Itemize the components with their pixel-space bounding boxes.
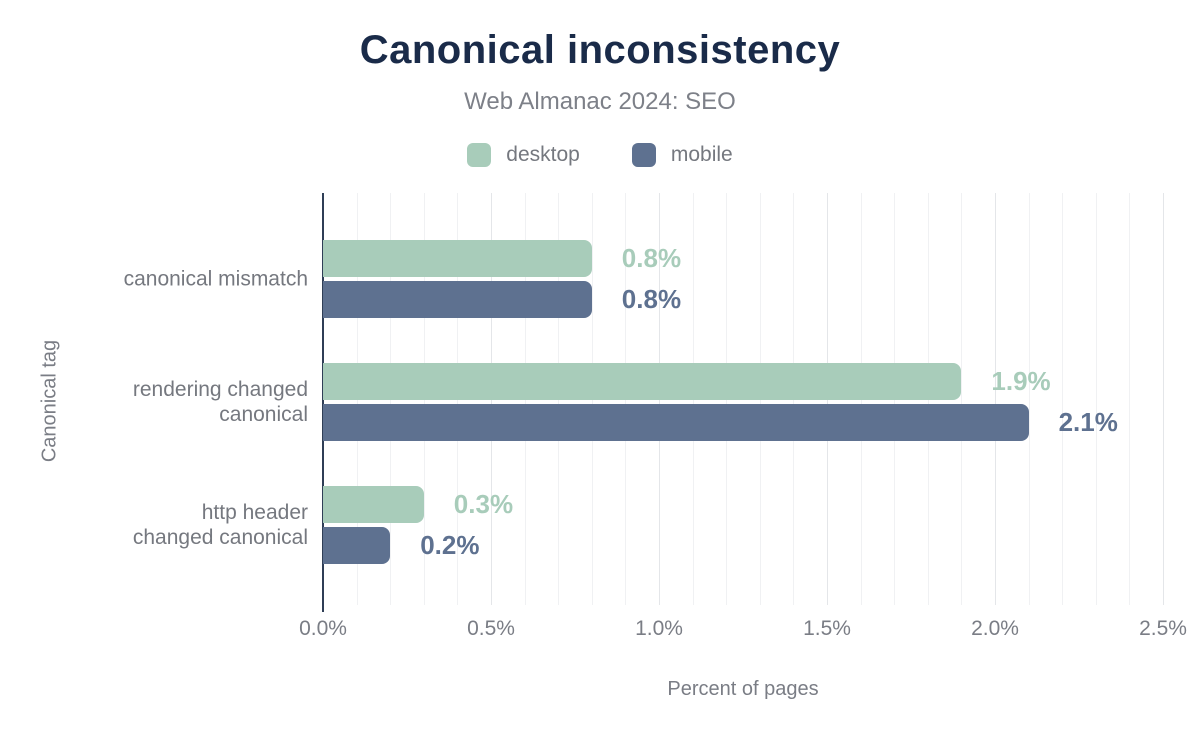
bar-value-label: 0.8%	[621, 243, 682, 273]
legend: desktop mobile	[0, 143, 1200, 167]
mobile-swatch-icon	[631, 143, 656, 167]
bar-mobile-1[interactable]	[323, 280, 592, 318]
x-tick-label: 2.0%	[971, 617, 1019, 640]
y-axis-title: Canonical tag	[38, 339, 61, 463]
gridline	[1129, 193, 1131, 605]
legend-item-mobile[interactable]: mobile	[631, 143, 733, 167]
x-tick-label: 1.0%	[635, 617, 683, 640]
bar-value-label: 2.1%	[1058, 407, 1118, 437]
bar-value-label: 0.3%	[453, 489, 514, 519]
chart-subtitle: Web Almanac 2024: SEO	[464, 88, 736, 115]
bar-value-label: 1.9%	[991, 366, 1051, 396]
y-axis-line	[322, 193, 324, 612]
x-tick-label: 1.5%	[803, 617, 851, 640]
bar-mobile-2[interactable]	[323, 403, 1029, 441]
desktop-swatch-icon	[467, 143, 492, 167]
bar-value-label: 0.8%	[621, 284, 682, 314]
gridline	[995, 193, 996, 605]
x-tick-label: 0.0%	[299, 617, 347, 640]
bar-desktop-2[interactable]	[323, 362, 962, 400]
x-axis-title: Percent of pages	[667, 678, 819, 700]
gridline	[1062, 193, 1064, 605]
x-tick-label: 0.5%	[467, 617, 515, 640]
legend-item-desktop[interactable]: desktop	[467, 143, 580, 167]
category-label: http header changed canonical	[132, 500, 308, 549]
gridline	[1028, 193, 1030, 605]
x-axis-ticks: 0.0% 0.5% 1.0% 1.5% 2.0% 2.5%	[299, 617, 1187, 645]
legend-label-mobile: mobile	[670, 143, 733, 166]
category-label: rendering changed canonical	[132, 377, 308, 426]
plot-area: canonical mismatch 0.8% 0.8% rendering chan…	[124, 193, 1164, 612]
gridline	[961, 193, 963, 605]
bar-mobile-3[interactable]	[323, 526, 391, 564]
gridline	[1163, 193, 1164, 605]
bar-desktop-3[interactable]	[323, 485, 424, 523]
legend-label-desktop: desktop	[506, 143, 580, 166]
x-tick-label: 2.5%	[1139, 617, 1187, 640]
chart-title: Canonical inconsistency	[359, 28, 841, 72]
category-label: canonical mismatch	[123, 267, 308, 290]
gridline	[1095, 193, 1097, 605]
bar-value-label: 0.2%	[420, 530, 480, 560]
bar-desktop-1[interactable]	[323, 239, 592, 277]
